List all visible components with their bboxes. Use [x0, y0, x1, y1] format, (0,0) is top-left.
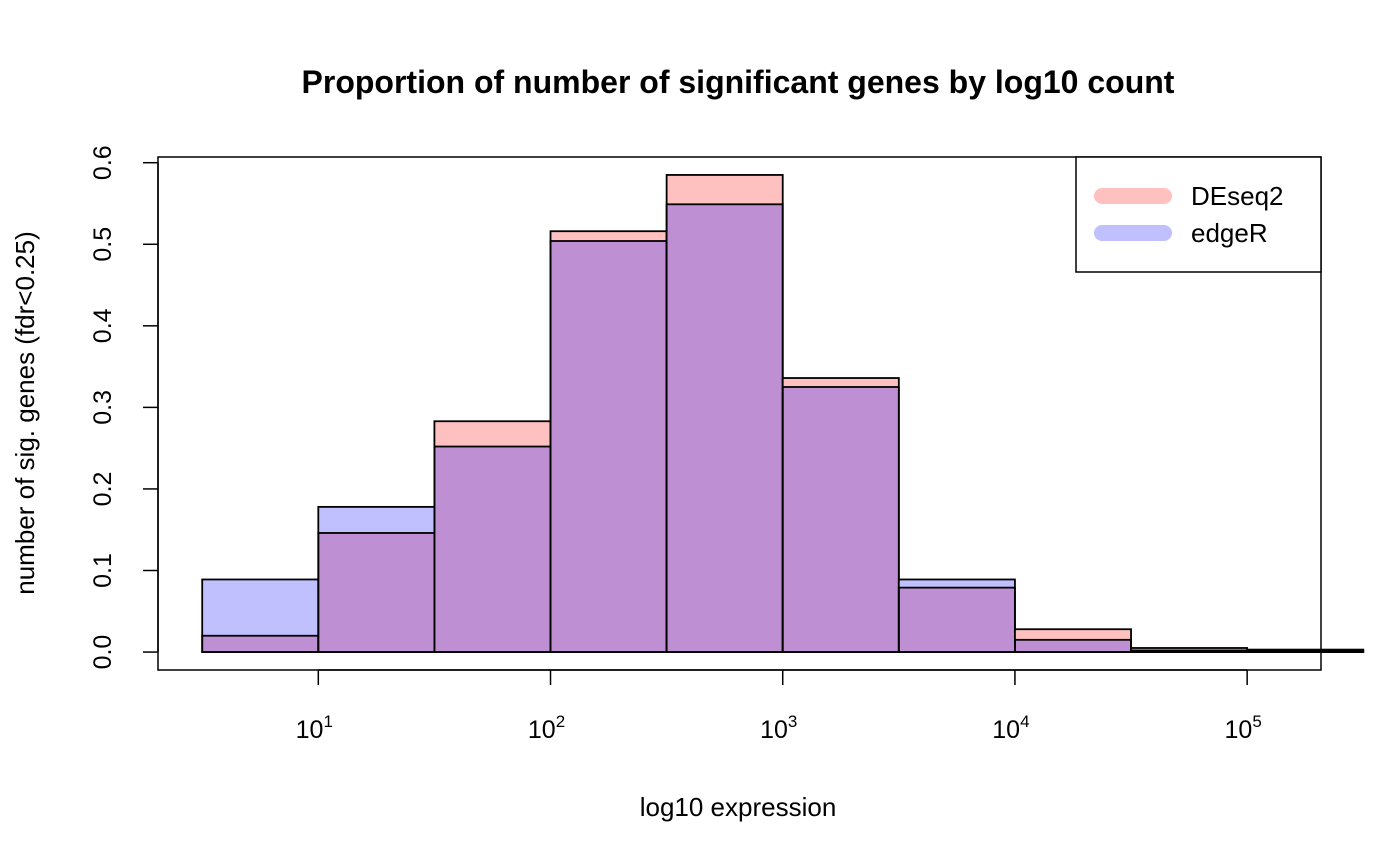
- x-axis-label: log10 expression: [640, 792, 837, 822]
- bar-overlap-4: [666, 204, 783, 653]
- bar-overlap-1: [318, 532, 435, 653]
- bar-excess-3: [550, 231, 667, 242]
- y-axis: 0.0 0.1 0.2 0.3 0.4 0.5 0.6: [89, 145, 159, 670]
- bar-edger-8: [1130, 649, 1249, 653]
- x-tick-label-2: 103: [760, 712, 797, 744]
- y-tick-label-5: 0.5: [89, 227, 117, 262]
- x-axis: 101 102 103 104 105: [296, 669, 1262, 744]
- bar-overlap-7: [1014, 639, 1132, 653]
- legend-label-deseq2: DEseq2: [1191, 181, 1284, 211]
- bar-edger-9: [1246, 648, 1365, 653]
- x-tick-label-4: 105: [1225, 712, 1262, 744]
- bar-overlap-0: [202, 635, 319, 653]
- chart-title: Proportion of number of significant gene…: [302, 64, 1175, 100]
- bar-excess-7: [1014, 629, 1132, 640]
- y-axis-label: number of sig. genes (fdr<0.25): [10, 231, 40, 594]
- y-tick-label-4: 0.4: [89, 308, 117, 343]
- bar-edger-6: [897, 578, 1016, 653]
- bar-excess-5: [782, 378, 899, 387]
- bar-excess-6: [898, 579, 1015, 588]
- y-tick-label-0: 0.0: [89, 635, 117, 670]
- legend-label-edger: edgeR: [1191, 218, 1268, 248]
- x-tick-label-1: 102: [528, 712, 565, 744]
- bar-edger-5: [781, 386, 900, 653]
- y-tick-label-3: 0.3: [89, 390, 117, 425]
- bar-excess-1: [318, 506, 435, 533]
- legend: DEseq2 edgeR: [1075, 156, 1322, 273]
- bar-excess-4: [666, 174, 783, 205]
- y-tick-label-2: 0.2: [89, 472, 117, 507]
- bar-excess-0: [202, 579, 319, 636]
- x-tick-label-3: 104: [992, 712, 1029, 744]
- bar-overlap-5: [782, 386, 899, 653]
- bar-overlap-3: [550, 241, 667, 653]
- bar-excess-2: [434, 421, 551, 447]
- y-tick-label-1: 0.1: [89, 553, 117, 588]
- bars-layer: [201, 174, 1365, 653]
- bar-edger-7: [1014, 638, 1132, 653]
- y-tick-label-6: 0.6: [89, 145, 117, 180]
- bar-excess-8: [1131, 647, 1248, 651]
- legend-box: [1075, 156, 1322, 273]
- x-tick-label-0: 101: [296, 712, 333, 744]
- bar-overlap-6: [898, 587, 1015, 653]
- bar-overlap-2: [434, 446, 551, 653]
